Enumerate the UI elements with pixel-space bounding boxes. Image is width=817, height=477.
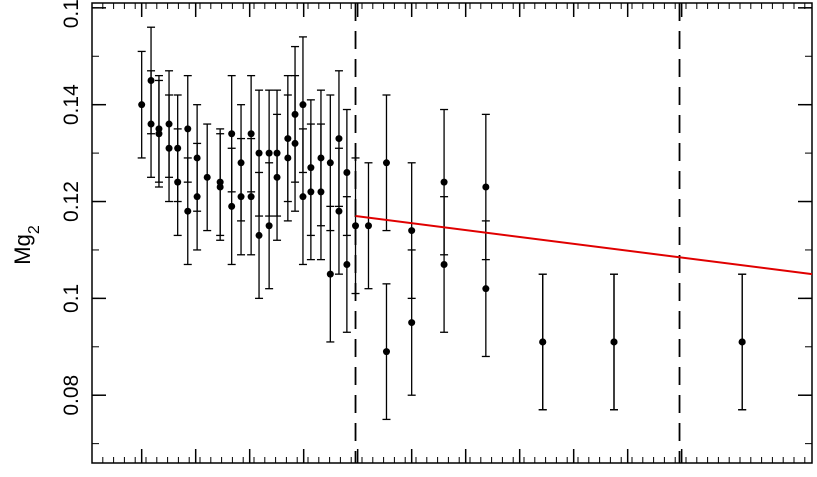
point-marker	[299, 101, 307, 109]
data-point	[165, 94, 174, 203]
point-marker	[138, 101, 146, 109]
data-point	[407, 162, 416, 300]
point-marker	[482, 183, 490, 191]
data-point	[342, 108, 351, 237]
data-point	[173, 128, 182, 237]
point-marker	[317, 188, 325, 196]
data-point	[183, 157, 192, 266]
dashed-divider-lines	[354, 3, 681, 463]
point-marker	[408, 319, 416, 327]
y-axis-ticks: 0.08 0.1 0.12 0.14 0.16	[60, 0, 812, 445]
point-marker	[382, 159, 390, 167]
y-tick-label: 0.08	[60, 375, 83, 416]
point-marker	[610, 338, 618, 346]
point-marker	[539, 338, 547, 346]
plot-frame	[91, 2, 813, 464]
data-point	[334, 70, 343, 208]
point-marker	[203, 173, 211, 181]
point-marker	[228, 202, 236, 210]
data-point	[255, 171, 264, 300]
data-point	[193, 142, 202, 251]
data-point	[283, 94, 292, 222]
point-marker	[165, 144, 173, 152]
point-marker	[335, 135, 343, 143]
point-marker	[364, 222, 372, 230]
data-point	[382, 283, 391, 421]
point-marker	[265, 222, 273, 230]
x-axis-ticks	[102, 3, 806, 463]
y-axis-label: Mg2	[10, 225, 43, 265]
data-point	[298, 128, 307, 266]
point-marker	[265, 149, 273, 157]
data-point	[147, 70, 156, 178]
data-points	[137, 26, 747, 421]
point-marker	[193, 193, 201, 201]
point-marker	[352, 222, 360, 230]
data-point	[247, 137, 256, 256]
data-point	[610, 273, 618, 411]
point-marker	[291, 139, 299, 147]
y-axis-label-main: Mg	[10, 234, 35, 265]
data-point	[203, 123, 212, 232]
point-marker	[440, 178, 448, 186]
data-point	[265, 162, 274, 290]
point-marker	[216, 183, 224, 191]
point-marker	[284, 154, 292, 162]
point-marker	[255, 231, 263, 239]
point-marker	[237, 193, 245, 201]
point-marker	[343, 168, 351, 176]
y-tick-label: 0.16	[60, 0, 83, 28]
point-marker	[255, 149, 263, 157]
point-marker	[174, 178, 182, 186]
point-marker	[482, 285, 490, 293]
fit-line	[355, 215, 813, 276]
point-marker	[228, 130, 236, 138]
data-point	[351, 157, 360, 295]
point-marker	[247, 130, 255, 138]
data-point	[227, 147, 236, 266]
data-point	[738, 273, 747, 411]
data-point	[306, 123, 315, 261]
point-marker	[738, 338, 746, 346]
data-point	[273, 113, 282, 241]
data-point	[316, 123, 325, 261]
data-point	[137, 50, 146, 159]
data-point	[326, 205, 335, 343]
point-marker	[335, 207, 343, 215]
point-marker	[299, 193, 307, 201]
point-marker	[326, 270, 334, 278]
point-marker	[247, 193, 255, 201]
y-axis-label-subscript: 2	[26, 225, 43, 234]
point-marker	[147, 120, 155, 128]
point-marker	[440, 260, 448, 268]
point-marker	[382, 348, 390, 356]
point-marker	[408, 227, 416, 235]
data-point	[216, 133, 225, 241]
point-marker	[184, 125, 192, 133]
point-marker	[326, 159, 334, 167]
point-marker	[343, 260, 351, 268]
data-point	[154, 79, 163, 188]
point-marker	[273, 173, 281, 181]
data-point	[291, 74, 300, 212]
data-point	[538, 273, 547, 411]
point-marker	[155, 130, 163, 138]
y-tick-label: 0.1	[60, 284, 83, 313]
data-point	[237, 137, 246, 256]
point-marker	[307, 188, 315, 196]
point-marker	[184, 207, 192, 215]
y-tick-label: 0.14	[60, 84, 83, 125]
data-point	[364, 162, 373, 290]
data-point	[382, 94, 391, 232]
y-tick-label: 0.12	[60, 181, 83, 222]
data-point	[481, 113, 490, 261]
data-point	[440, 108, 449, 256]
